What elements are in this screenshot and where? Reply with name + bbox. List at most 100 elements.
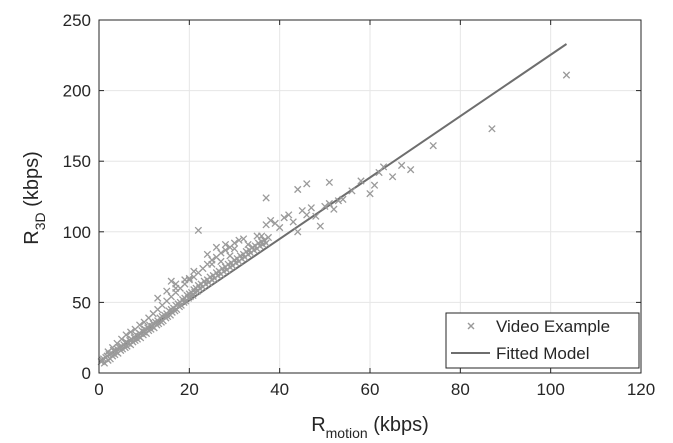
data-point-stroke bbox=[185, 274, 193, 283]
data-point bbox=[294, 185, 302, 194]
data-point-stroke bbox=[262, 194, 270, 202]
data-point-stroke bbox=[257, 232, 266, 240]
data-point-stroke bbox=[122, 331, 130, 339]
data-point bbox=[330, 205, 338, 213]
data-point bbox=[289, 218, 297, 226]
data-point-stroke bbox=[135, 321, 144, 329]
data-point-stroke bbox=[239, 235, 248, 243]
y-axis-label-unit: (kbps) bbox=[21, 151, 43, 212]
data-point-stroke bbox=[230, 245, 239, 253]
y-tick-label: 100 bbox=[63, 223, 91, 242]
data-point bbox=[388, 173, 397, 181]
data-point bbox=[379, 163, 388, 171]
points-layer bbox=[97, 71, 571, 367]
data-point-stroke bbox=[325, 199, 334, 208]
data-point-stroke bbox=[190, 267, 198, 275]
data-point-stroke bbox=[262, 239, 270, 247]
data-point-stroke bbox=[244, 240, 252, 249]
data-point-stroke bbox=[221, 240, 230, 249]
data-point-stroke bbox=[325, 178, 334, 187]
data-point-stroke bbox=[212, 243, 221, 251]
data-point bbox=[172, 284, 180, 292]
data-point-stroke bbox=[321, 202, 329, 211]
data-point bbox=[230, 245, 239, 253]
data-point-stroke bbox=[330, 205, 338, 213]
data-point-stroke bbox=[562, 71, 571, 79]
data-point bbox=[334, 197, 343, 205]
data-point-stroke bbox=[348, 187, 356, 195]
data-point-stroke bbox=[264, 233, 273, 242]
data-point bbox=[203, 250, 212, 259]
data-point-stroke bbox=[172, 284, 180, 292]
data-point bbox=[375, 168, 383, 177]
y-tick-label: 0 bbox=[82, 364, 91, 383]
data-point-stroke bbox=[226, 252, 234, 260]
y-tick-label: 50 bbox=[72, 293, 91, 312]
axes-layer: 0 20 40 60 80 100 120 0 50 100 150 200 250 bbox=[63, 11, 656, 399]
data-point-stroke bbox=[266, 216, 275, 225]
data-point-stroke bbox=[280, 214, 288, 222]
data-point bbox=[226, 252, 234, 260]
data-point bbox=[230, 239, 239, 247]
data-point bbox=[217, 257, 225, 266]
data-point bbox=[294, 228, 302, 236]
data-point bbox=[217, 249, 225, 257]
data-point-stroke bbox=[221, 246, 230, 254]
data-point-stroke bbox=[194, 226, 203, 235]
data-point-stroke bbox=[488, 125, 496, 133]
data-point bbox=[163, 287, 171, 295]
y-axis-label-base: R bbox=[21, 230, 43, 244]
data-point bbox=[280, 214, 288, 222]
data-point bbox=[339, 195, 347, 203]
data-point bbox=[303, 211, 311, 219]
data-point bbox=[266, 216, 275, 225]
data-point bbox=[262, 239, 270, 247]
data-point bbox=[181, 276, 189, 284]
data-point-stroke bbox=[285, 211, 293, 219]
data-point bbox=[235, 236, 243, 244]
data-point-stroke bbox=[303, 211, 311, 219]
data-point-stroke bbox=[379, 163, 388, 171]
data-point bbox=[244, 240, 252, 249]
y-axis-label-subscript: 3D bbox=[32, 212, 48, 230]
legend-label-fitted-model: Fitted Model bbox=[496, 344, 590, 363]
data-point bbox=[370, 181, 379, 189]
data-point bbox=[264, 233, 273, 242]
data-point-stroke bbox=[303, 180, 311, 188]
data-point bbox=[285, 211, 293, 219]
data-point-stroke bbox=[397, 161, 406, 170]
data-point-stroke bbox=[339, 195, 347, 203]
data-point-stroke bbox=[260, 236, 268, 244]
data-point-stroke bbox=[312, 212, 320, 220]
y-tick-label: 250 bbox=[63, 11, 91, 30]
data-point bbox=[135, 321, 144, 329]
data-point bbox=[321, 202, 329, 211]
data-point-stroke bbox=[366, 190, 374, 198]
data-point-stroke bbox=[217, 257, 225, 266]
data-point bbox=[208, 260, 216, 268]
x-axis-label-subscript: motion bbox=[326, 425, 368, 441]
data-point-stroke bbox=[230, 239, 239, 247]
data-point bbox=[325, 199, 334, 208]
data-point bbox=[257, 232, 266, 240]
data-point bbox=[154, 294, 162, 302]
data-point bbox=[303, 180, 311, 188]
legend-marker-video-example bbox=[467, 322, 475, 330]
x-axis-label-unit: (kbps) bbox=[368, 414, 429, 436]
x-axis-label: Rmotion (kbps) bbox=[311, 414, 429, 441]
x-tick-label: 20 bbox=[180, 380, 199, 399]
y-tick-label: 200 bbox=[63, 82, 91, 101]
data-point-stroke bbox=[163, 287, 171, 295]
data-point-stroke bbox=[334, 197, 343, 205]
data-point-stroke bbox=[276, 223, 284, 232]
x-tick-label: 100 bbox=[536, 380, 564, 399]
data-point-stroke bbox=[388, 173, 397, 181]
data-point-stroke bbox=[294, 228, 302, 236]
data-point-stroke bbox=[294, 185, 302, 194]
data-point bbox=[357, 177, 365, 185]
data-point bbox=[316, 222, 324, 230]
y-tick-label: 150 bbox=[63, 152, 91, 171]
data-point bbox=[185, 274, 193, 283]
legend: Video Example Fitted Model bbox=[445, 312, 640, 369]
data-point-stroke bbox=[316, 222, 324, 230]
